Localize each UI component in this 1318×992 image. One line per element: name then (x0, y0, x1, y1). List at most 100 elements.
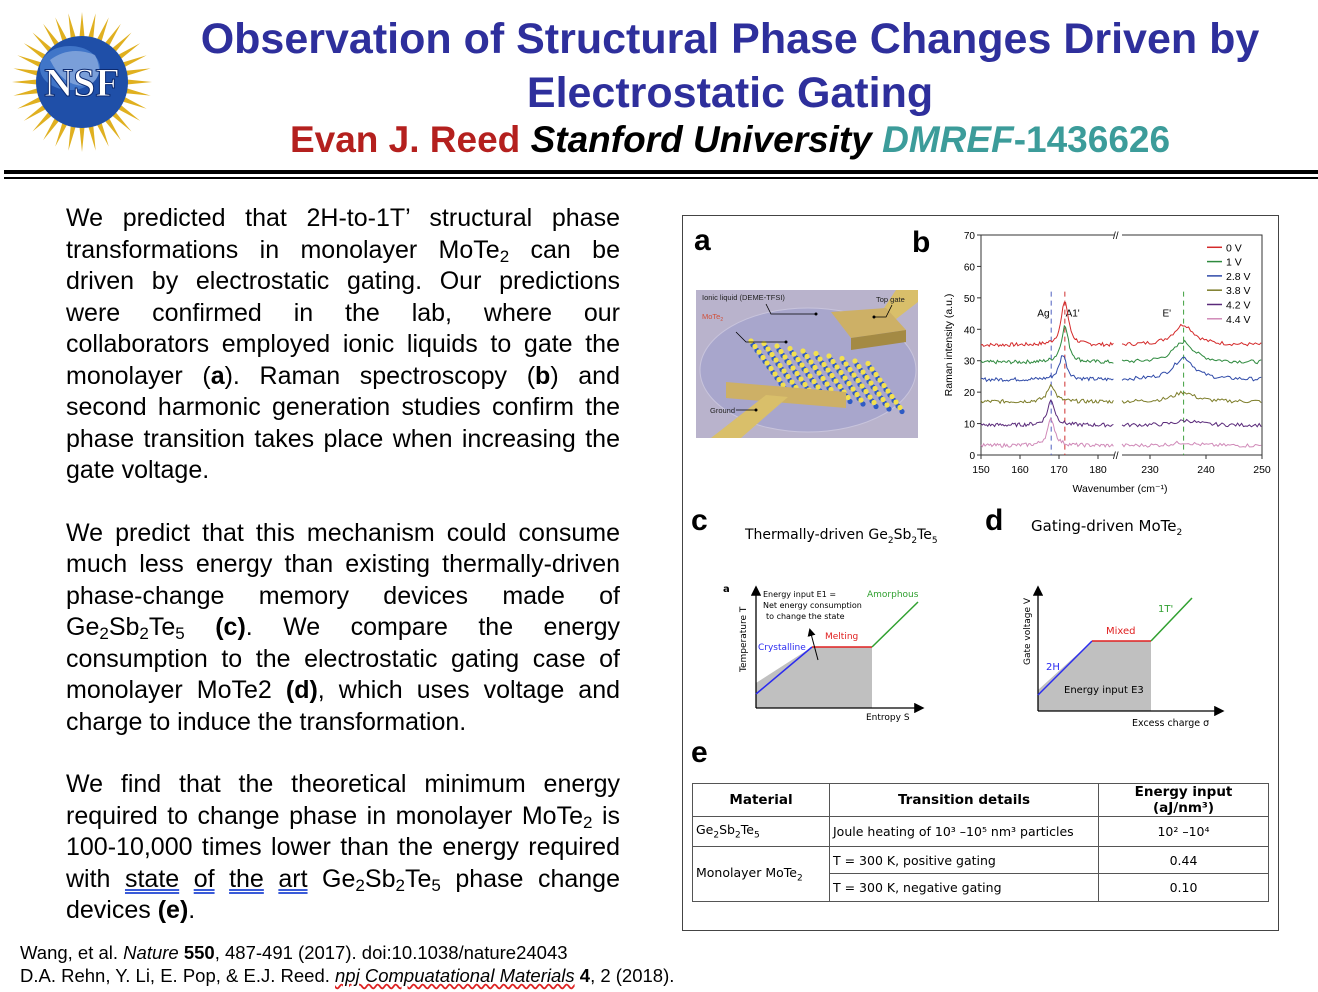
atom (869, 366, 875, 372)
atom (781, 368, 787, 374)
atom (799, 362, 805, 368)
series-line (1121, 390, 1262, 404)
svg-text:Temperature T: Temperature T (739, 606, 749, 673)
y-tick-label: 60 (964, 262, 976, 273)
svg-text:Melting: Melting (825, 632, 858, 642)
atom (873, 403, 879, 410)
text-segment (185, 613, 215, 641)
atom (816, 370, 822, 376)
x-tick-label: 250 (1253, 464, 1271, 476)
atom (782, 354, 788, 360)
atom (780, 382, 786, 388)
atom (817, 356, 823, 362)
svg-text:1T': 1T' (1158, 604, 1173, 615)
atom (829, 372, 835, 379)
svg-text:Net energy consumption: Net energy consumption (763, 601, 862, 610)
svg-text:Mixed: Mixed (1106, 626, 1136, 637)
peak-label: E' (1163, 309, 1172, 320)
atom (785, 373, 791, 380)
atom (769, 351, 775, 358)
atom (789, 379, 795, 385)
atom (825, 367, 831, 373)
y-tick-label: 20 (964, 388, 976, 399)
atom (860, 369, 866, 375)
author-name: Evan J. Reed (289, 119, 521, 160)
series-line (1121, 440, 1262, 448)
atom (893, 399, 899, 405)
axis-break (1114, 231, 1122, 239)
atom (787, 345, 793, 352)
text-segment: ) and second harmonic generation studies… (66, 361, 620, 485)
svg-text:2H: 2H (1046, 662, 1060, 673)
cell-material: Ge2Sb2Te5 (692, 816, 830, 847)
atom (790, 365, 796, 371)
text-segment: We find that the theoretical minimum ene… (66, 770, 620, 830)
atom (786, 359, 792, 366)
atom (889, 393, 895, 400)
text-segment: (d) (285, 676, 318, 704)
atom (830, 358, 836, 365)
atom (843, 361, 849, 367)
svg-text:Ground: Ground (710, 406, 735, 415)
y-tick-label: 0 (969, 451, 975, 462)
text-segment: state (124, 864, 180, 893)
atom (795, 356, 801, 363)
text-segment: the (229, 864, 264, 893)
grant-number: -1436626 (1013, 119, 1171, 160)
x-axis-label: Wavenumber (cm⁻¹) (1073, 483, 1168, 495)
atom (813, 350, 819, 357)
svg-text:Excess charge σ: Excess charge σ (1132, 718, 1209, 729)
atom (837, 383, 843, 390)
text-segment: . We compare the energy consumption to t… (66, 613, 620, 704)
text-segment: Sb (364, 864, 396, 893)
atom (794, 370, 800, 377)
atom (838, 369, 844, 376)
x-tick-label: 160 (1011, 464, 1029, 476)
atom (774, 343, 780, 349)
panel-d-title: Gating-driven MoTe2 (1031, 517, 1183, 538)
atom (858, 397, 864, 403)
atom (826, 353, 832, 359)
text-segment (179, 865, 194, 893)
series-line (980, 324, 1114, 365)
thermal-diagram: a Temperature T Entropy S Energy input E… (723, 584, 925, 723)
atom (868, 380, 874, 386)
title-line-2: Electrostatic Gating (526, 69, 934, 117)
svg-text:Amorphous: Amorphous (867, 590, 919, 600)
x-tick-label: 170 (1050, 464, 1068, 476)
atom (821, 361, 827, 368)
text-segment: can be driven by electrostatic gating. O… (66, 235, 620, 390)
title-line-1: Observation of Structural Phase Changes … (200, 15, 1260, 63)
paragraph: We predict that this mechanism could con… (66, 518, 620, 739)
atom (764, 360, 770, 366)
atom (791, 351, 797, 357)
y-tick-label: 40 (964, 325, 976, 336)
atom (777, 362, 783, 369)
header-rule-thin (4, 177, 1318, 179)
raman-chart: // // 0 10 20 30 40 50 60 70 150 160 170 180 230 240 250… (943, 231, 1271, 495)
atom (864, 374, 870, 381)
text-segment: 5 (431, 875, 441, 895)
text-segment (215, 865, 230, 893)
atom (852, 358, 858, 364)
svg-text:Crystalline: Crystalline (758, 643, 806, 653)
atom (803, 367, 809, 374)
text-segment: 2 (395, 875, 405, 895)
cell-material: Monolayer MoTe2 (692, 846, 830, 902)
atom (855, 377, 861, 384)
atom (886, 406, 892, 412)
gating-diagram: Gate voltage V Excess charge σ 2H Mixed … (1023, 585, 1225, 729)
atom (871, 399, 877, 406)
atom (815, 384, 821, 390)
svg-text:NSF: NSF (44, 60, 120, 105)
atom (812, 364, 818, 371)
series-line (980, 416, 1114, 448)
x-tick-label: 180 (1089, 464, 1107, 476)
atom (856, 363, 862, 370)
citations: Wang, et al. Nature 550, 487-491 (2017).… (20, 941, 674, 987)
text-segment: is 100-10,000 times lower than the energ… (66, 801, 620, 893)
text-segment: art (278, 864, 308, 893)
body-text: We predicted that 2H-to-1T’ structural p… (66, 203, 620, 958)
text-segment: Sb (108, 613, 140, 641)
series-line (980, 301, 1114, 348)
